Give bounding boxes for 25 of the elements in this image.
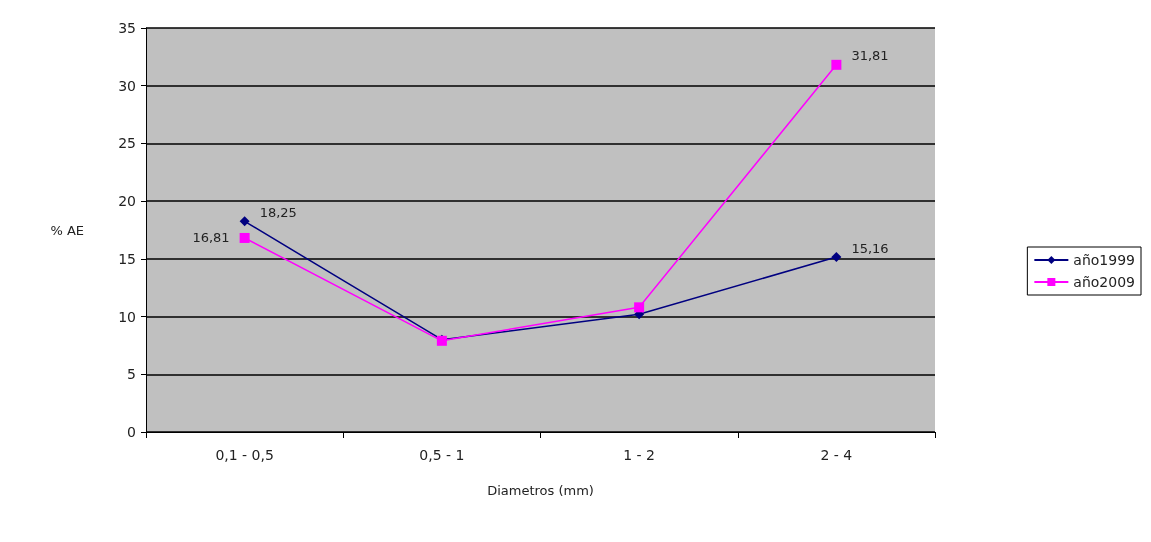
legend-label: año1999	[1073, 252, 1136, 268]
point	[634, 302, 645, 313]
y-tick-label: 35	[118, 20, 136, 36]
x-axis-title: Diametros (mm)	[487, 483, 594, 498]
y-tick-label: 20	[118, 193, 136, 210]
point	[239, 216, 250, 227]
y-axis-title: % AE	[50, 222, 84, 238]
data-label: 31,81	[851, 48, 889, 64]
data-label: 18,25	[259, 204, 297, 220]
x-tick-label: 1 - 2	[623, 447, 656, 463]
x-tick-label: 2 - 4	[820, 447, 853, 463]
legend-label: año2009	[1073, 274, 1136, 290]
y-tick-label: 30	[118, 77, 136, 94]
point	[831, 252, 842, 263]
y-tick-label: 10	[118, 308, 136, 325]
data-label: 15,16	[851, 240, 889, 256]
point	[831, 59, 842, 70]
point	[239, 232, 250, 243]
y-tick-label: 5	[127, 366, 136, 383]
x-tick-label: 0,5 - 1	[419, 447, 465, 463]
y-tick-label: 0	[127, 424, 136, 440]
y-tick-label: 15	[118, 250, 136, 267]
y-tick-label: 25	[118, 135, 136, 152]
data-label: 16,81	[192, 230, 230, 246]
x-tick-label: 0,1 - 0,5	[215, 447, 274, 463]
